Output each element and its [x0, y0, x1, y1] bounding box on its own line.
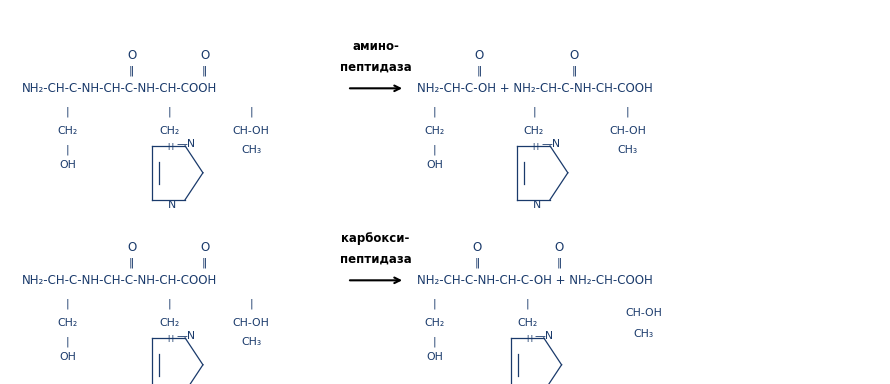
- Text: |: |: [66, 144, 69, 155]
- Text: ‖: ‖: [556, 258, 562, 268]
- Text: ‖: ‖: [129, 258, 134, 268]
- Text: CH₂: CH₂: [425, 126, 444, 136]
- Text: —N: —N: [176, 139, 195, 149]
- Text: |: |: [66, 106, 69, 117]
- Text: OH: OH: [60, 160, 76, 170]
- Text: карбокси-: карбокси-: [342, 232, 409, 245]
- Text: |: |: [626, 106, 629, 117]
- Text: ‖: ‖: [476, 66, 481, 76]
- Text: H: H: [167, 335, 174, 344]
- Text: OH: OH: [426, 160, 442, 170]
- Text: пептидаза: пептидаза: [340, 61, 411, 74]
- Text: CH₃: CH₃: [241, 337, 261, 347]
- Text: CH₂: CH₂: [524, 126, 544, 136]
- Text: CH₂: CH₂: [159, 318, 179, 328]
- Text: пептидаза: пептидаза: [340, 253, 411, 266]
- Text: CH₃: CH₃: [618, 145, 637, 155]
- Text: |: |: [249, 298, 253, 309]
- Text: N: N: [532, 200, 541, 210]
- Text: O: O: [473, 241, 481, 254]
- Text: CH₂: CH₂: [518, 318, 538, 328]
- Text: |: |: [66, 336, 69, 347]
- Text: |: |: [167, 298, 171, 309]
- Text: |: |: [526, 298, 530, 309]
- Text: CH-OH: CH-OH: [625, 308, 662, 318]
- Text: CH₃: CH₃: [241, 145, 261, 155]
- Text: CH₂: CH₂: [58, 318, 77, 328]
- Text: H: H: [167, 143, 174, 152]
- Text: CH₂: CH₂: [58, 126, 77, 136]
- Text: O: O: [200, 49, 209, 62]
- Text: NH₂-CH-C-NH-CH-C-NH-CH-COOH: NH₂-CH-C-NH-CH-C-NH-CH-COOH: [22, 274, 217, 287]
- Text: CH-OH: CH-OH: [232, 318, 270, 328]
- Text: NH₂-CH-C-NH-CH-C-OH + NH₂-CH-COOH: NH₂-CH-C-NH-CH-C-OH + NH₂-CH-COOH: [417, 274, 652, 287]
- Text: CH-OH: CH-OH: [232, 126, 270, 136]
- Text: ‖: ‖: [202, 258, 207, 268]
- Text: NH₂-CH-C-OH + NH₂-CH-C-NH-CH-COOH: NH₂-CH-C-OH + NH₂-CH-C-NH-CH-COOH: [417, 82, 652, 95]
- Text: OH: OH: [426, 352, 442, 362]
- Text: —N: —N: [176, 331, 195, 341]
- Text: O: O: [570, 49, 578, 62]
- Text: —N: —N: [541, 139, 560, 149]
- Text: —N: —N: [535, 331, 554, 341]
- Text: N: N: [167, 200, 176, 210]
- Text: |: |: [433, 144, 436, 155]
- Text: |: |: [249, 106, 253, 117]
- Text: OH: OH: [60, 352, 76, 362]
- Text: CH₂: CH₂: [425, 318, 444, 328]
- Text: |: |: [532, 106, 536, 117]
- Text: CH-OH: CH-OH: [609, 126, 646, 136]
- Text: |: |: [433, 336, 436, 347]
- Text: NH₂-CH-C-NH-CH-C-NH-CH-COOH: NH₂-CH-C-NH-CH-C-NH-CH-COOH: [22, 82, 217, 95]
- Text: ‖: ‖: [129, 66, 134, 76]
- Text: O: O: [127, 241, 136, 254]
- Text: |: |: [66, 298, 69, 309]
- Text: H: H: [532, 143, 538, 152]
- Text: O: O: [127, 49, 136, 62]
- Text: ‖: ‖: [571, 66, 577, 76]
- Text: амино-: амино-: [352, 40, 399, 53]
- Text: O: O: [474, 49, 483, 62]
- Text: |: |: [433, 106, 436, 117]
- Text: CH₃: CH₃: [634, 329, 653, 339]
- Text: ‖: ‖: [474, 258, 480, 268]
- Text: O: O: [200, 241, 209, 254]
- Text: ‖: ‖: [202, 66, 207, 76]
- Text: H: H: [526, 335, 532, 344]
- Text: CH₂: CH₂: [159, 126, 179, 136]
- Text: |: |: [167, 106, 171, 117]
- Text: O: O: [554, 241, 563, 254]
- Text: |: |: [433, 298, 436, 309]
